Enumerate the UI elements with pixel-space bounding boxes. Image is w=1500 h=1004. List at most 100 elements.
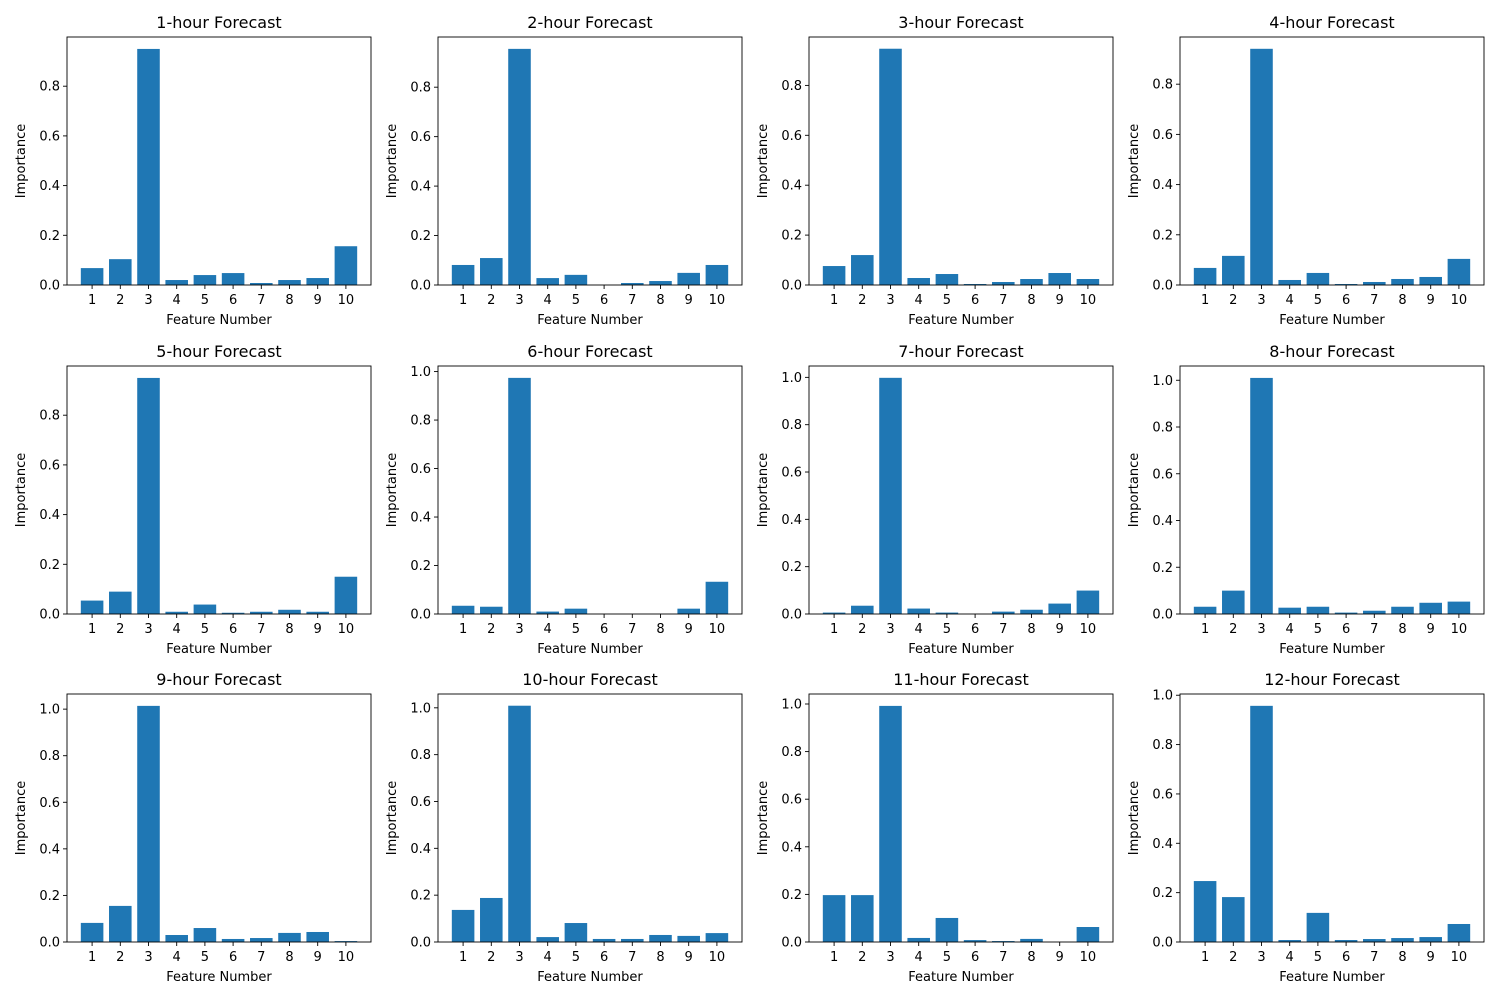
x-tick-label: 2 — [858, 293, 866, 308]
x-tick-label: 4 — [544, 622, 552, 637]
x-tick-label: 5 — [572, 622, 580, 637]
axes-frame — [1179, 693, 1485, 943]
y-tick-label: 0.6 — [781, 466, 802, 481]
bar-feature-7 — [1363, 281, 1386, 285]
bar-feature-5 — [564, 274, 588, 285]
bar-feature-4 — [1278, 607, 1301, 614]
subplot-title: 1-hour Forecast — [156, 13, 281, 32]
bar-feature-5 — [1306, 606, 1330, 614]
bar-feature-2 — [109, 591, 132, 614]
x-tick-label: 3 — [1257, 622, 1265, 637]
bar-feature-4 — [907, 937, 930, 942]
bar-feature-2 — [851, 605, 874, 614]
y-tick-label: 0.6 — [1152, 787, 1173, 802]
bar-feature-1 — [451, 605, 475, 614]
bar-feature-10 — [705, 264, 729, 285]
axes-frame — [1179, 365, 1485, 615]
y-tick-label: 0.2 — [1152, 886, 1173, 901]
bar-feature-10 — [1076, 927, 1100, 942]
x-tick-label: 7 — [628, 950, 636, 965]
axes-frame — [66, 693, 372, 943]
y-axis-label: Importance — [14, 453, 29, 528]
bar-feature-9 — [1048, 273, 1071, 285]
bar-feature-1 — [1193, 267, 1217, 285]
bar-feature-6 — [1334, 284, 1358, 285]
bar-feature-5 — [193, 275, 217, 285]
bar-feature-6 — [963, 940, 987, 942]
y-tick-label: 0.8 — [39, 80, 60, 95]
axes-frame — [66, 36, 372, 286]
bar-feature-5 — [564, 608, 588, 614]
bar-feature-10 — [334, 941, 358, 942]
x-tick-label: 2 — [487, 293, 495, 308]
x-tick-label: 7 — [257, 950, 265, 965]
subplot-7: 1 2 3 4 5 6 7 8 9 10 0.0 0.2 0.4 0.6 0.8 1.0 7-hour Fore… — [756, 342, 1114, 657]
y-tick-label: 1.0 — [1152, 689, 1173, 704]
subplot-1: 1 2 3 4 5 6 7 8 9 10 0.0 0.2 0.4 0.6 0.8 1-hour Forecas… — [14, 13, 372, 328]
x-tick-label: 9 — [1427, 622, 1435, 637]
subplot-title: 4-hour Forecast — [1269, 13, 1394, 32]
y-tick-label: 0.2 — [39, 229, 60, 244]
bar-feature-5 — [1306, 912, 1330, 942]
x-tick-label: 5 — [572, 950, 580, 965]
y-tick-label: 0.6 — [1152, 128, 1173, 143]
x-tick-label: 4 — [544, 293, 552, 308]
bar-feature-5 — [564, 923, 588, 942]
bar-feature-6 — [221, 273, 245, 285]
y-tick-label: 0.2 — [781, 229, 802, 244]
x-tick-label: 7 — [1370, 950, 1378, 965]
bar-feature-9 — [677, 272, 700, 285]
bar-feature-5 — [193, 928, 217, 942]
x-tick-label: 4 — [1286, 622, 1294, 637]
x-tick-label: 2 — [1229, 950, 1237, 965]
x-tick-label: 9 — [314, 293, 322, 308]
y-axis-label: Importance — [385, 781, 400, 856]
subplot-9: 1 2 3 4 5 6 7 8 9 10 0.0 0.2 0.4 0.6 0.8 1.0 9-hour Fore… — [14, 670, 372, 985]
x-tick-label: 7 — [628, 293, 636, 308]
x-tick-label: 9 — [685, 950, 693, 965]
x-tick-label: 4 — [915, 293, 923, 308]
bar-feature-1 — [1193, 881, 1217, 942]
y-tick-label: 0.8 — [1152, 421, 1173, 436]
subplot-title: 6-hour Forecast — [527, 342, 652, 361]
x-tick-label: 9 — [685, 622, 693, 637]
y-tick-label: 1.0 — [410, 701, 431, 716]
y-tick-label: 0.4 — [781, 840, 802, 855]
x-tick-label: 5 — [572, 293, 580, 308]
x-tick-label: 1 — [830, 622, 838, 637]
y-tick-label: 0.0 — [1152, 279, 1173, 294]
x-tick-label: 10 — [338, 622, 355, 637]
x-tick-label: 5 — [943, 950, 951, 965]
x-tick-label: 2 — [487, 950, 495, 965]
bar-feature-9 — [1419, 276, 1442, 285]
y-tick-label: 1.0 — [39, 703, 60, 718]
bar-feature-4 — [536, 278, 559, 285]
x-tick-label: 10 — [338, 293, 355, 308]
y-tick-label: 0.2 — [410, 229, 431, 244]
x-tick-label: 5 — [201, 293, 209, 308]
bar-feature-9 — [677, 935, 700, 942]
y-tick-label: 0.4 — [39, 179, 60, 194]
x-tick-label: 8 — [1398, 950, 1406, 965]
y-tick-label: 0.8 — [781, 745, 802, 760]
y-tick-label: 0.2 — [410, 889, 431, 904]
subplot-6: 1 2 3 4 5 6 7 8 9 10 0.0 0.2 0.4 0.6 0.8 1.0 6-hour Fore… — [385, 342, 743, 657]
bar-feature-8 — [1020, 609, 1043, 614]
bar-feature-8 — [1020, 938, 1043, 942]
x-axis-label: Feature Number — [908, 970, 1014, 985]
x-tick-label: 6 — [1342, 293, 1350, 308]
bar-feature-4 — [165, 611, 188, 614]
x-axis-label: Feature Number — [1279, 313, 1385, 328]
x-tick-label: 3 — [144, 950, 152, 965]
y-tick-label: 1.0 — [410, 365, 431, 380]
bar-feature-8 — [649, 281, 672, 285]
y-tick-label: 1.0 — [781, 371, 802, 386]
bar-feature-4 — [165, 280, 188, 285]
subplot-title: 11-hour Forecast — [893, 670, 1029, 689]
bar-feature-9 — [1419, 937, 1442, 942]
y-tick-label: 0.6 — [781, 793, 802, 808]
bar-feature-8 — [278, 609, 301, 614]
x-tick-label: 1 — [1201, 950, 1209, 965]
y-axis-label: Importance — [385, 124, 400, 199]
